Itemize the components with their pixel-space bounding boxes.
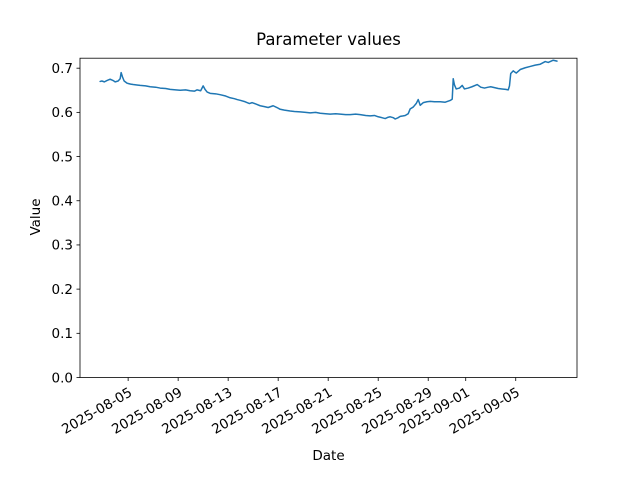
y-axis-label: Value — [28, 198, 44, 236]
data-line-series — [99, 59, 558, 120]
y-tick-label: 0.0 — [52, 370, 73, 386]
chart-title: Parameter values — [256, 30, 401, 49]
y-tick-label: 0.6 — [52, 105, 73, 121]
plot-area-border — [79, 57, 578, 378]
y-tick-label: 0.3 — [52, 238, 73, 254]
y-tick-label: 0.5 — [52, 149, 73, 165]
x-axis-label: Date — [312, 448, 345, 464]
y-tick-label: 0.2 — [52, 282, 73, 298]
y-tick-label: 0.4 — [52, 194, 73, 210]
y-tick-label: 0.7 — [52, 61, 73, 77]
y-tick-label: 0.1 — [52, 326, 73, 342]
